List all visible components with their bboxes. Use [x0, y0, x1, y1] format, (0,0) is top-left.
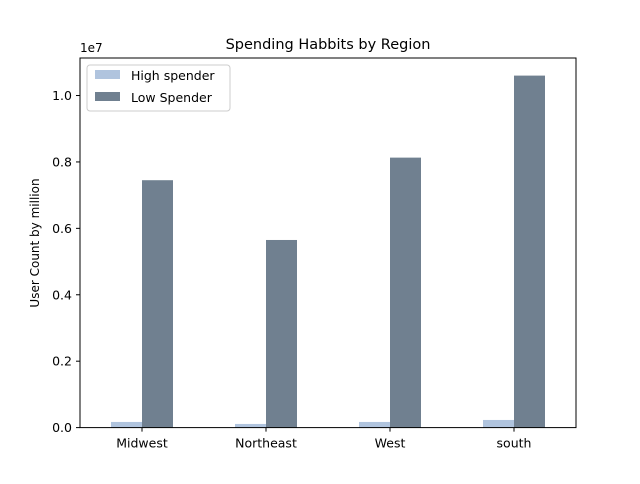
legend: High spender Low Spender	[86, 64, 231, 112]
bar-high-spender-midwest	[111, 421, 142, 428]
legend-box	[86, 64, 231, 112]
bar-high-spender-west	[359, 421, 390, 428]
chart-title: Spending Habbits by Region	[226, 37, 431, 53]
x-tick-label: Midwest	[116, 436, 168, 451]
y-tick-label: 0.2	[52, 354, 72, 369]
bar-low-spender-south	[514, 75, 545, 428]
y-axis-offset-label: 1e7	[80, 41, 103, 55]
axes-frame	[79, 57, 577, 429]
y-tick-label: 0.4	[52, 287, 72, 302]
y-axis-label: User Count by million	[28, 178, 42, 307]
y-tick-label: 0.6	[52, 221, 72, 236]
bars-group	[111, 75, 545, 428]
legend-swatch-high-spender	[95, 70, 120, 79]
y-tick-label: 0.8	[52, 154, 72, 169]
bar-low-spender-northeast	[266, 239, 297, 428]
y-ticks-group: 0.0 0.2 0.4 0.6 0.8 1.0	[52, 88, 80, 435]
y-tick-label: 0.0	[52, 420, 72, 435]
bar-low-spender-west	[390, 157, 421, 428]
x-tick-label: south	[497, 436, 532, 451]
bar-high-spender-south	[483, 419, 514, 428]
bar-low-spender-midwest	[142, 180, 173, 428]
legend-label-high-spender: High spender	[131, 68, 215, 83]
legend-label-low-spender: Low Spender	[131, 90, 213, 105]
bar-high-spender-northeast	[235, 423, 266, 428]
x-tick-label: Northeast	[235, 436, 297, 451]
x-ticks-group: Midwest Northeast West south	[116, 427, 532, 451]
legend-swatch-low-spender	[95, 92, 120, 101]
y-tick-label: 1.0	[52, 88, 72, 103]
x-tick-label: West	[375, 436, 406, 451]
